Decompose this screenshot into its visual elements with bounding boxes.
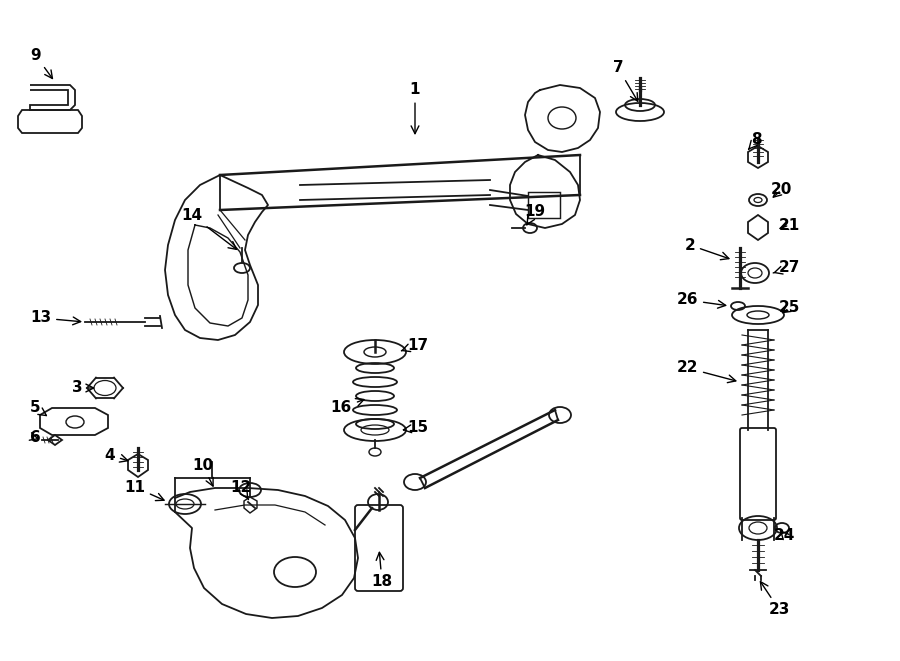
Text: 8: 8 <box>749 132 762 149</box>
Text: 21: 21 <box>778 217 800 233</box>
Text: 23: 23 <box>760 582 790 617</box>
Text: 27: 27 <box>773 260 800 276</box>
Text: 9: 9 <box>30 48 52 79</box>
Text: 5: 5 <box>30 401 47 416</box>
Text: 7: 7 <box>613 61 638 101</box>
Text: 22: 22 <box>677 360 736 383</box>
Text: 13: 13 <box>30 311 81 325</box>
Text: 6: 6 <box>30 430 40 446</box>
Text: 1: 1 <box>410 83 420 134</box>
Text: 15: 15 <box>403 420 428 436</box>
Text: 19: 19 <box>524 204 545 225</box>
Text: 25: 25 <box>778 301 800 315</box>
Text: 20: 20 <box>770 182 792 198</box>
Text: 26: 26 <box>677 293 725 308</box>
Text: 18: 18 <box>372 553 392 590</box>
Text: 3: 3 <box>72 381 94 395</box>
Text: 2: 2 <box>684 237 729 260</box>
Text: 11: 11 <box>124 479 164 500</box>
Text: 24: 24 <box>774 527 795 543</box>
Text: 12: 12 <box>230 479 251 500</box>
Text: 14: 14 <box>181 208 237 249</box>
Text: 17: 17 <box>401 338 428 352</box>
Text: 4: 4 <box>104 447 128 463</box>
Text: 16: 16 <box>331 399 364 416</box>
Text: 10: 10 <box>192 457 213 486</box>
